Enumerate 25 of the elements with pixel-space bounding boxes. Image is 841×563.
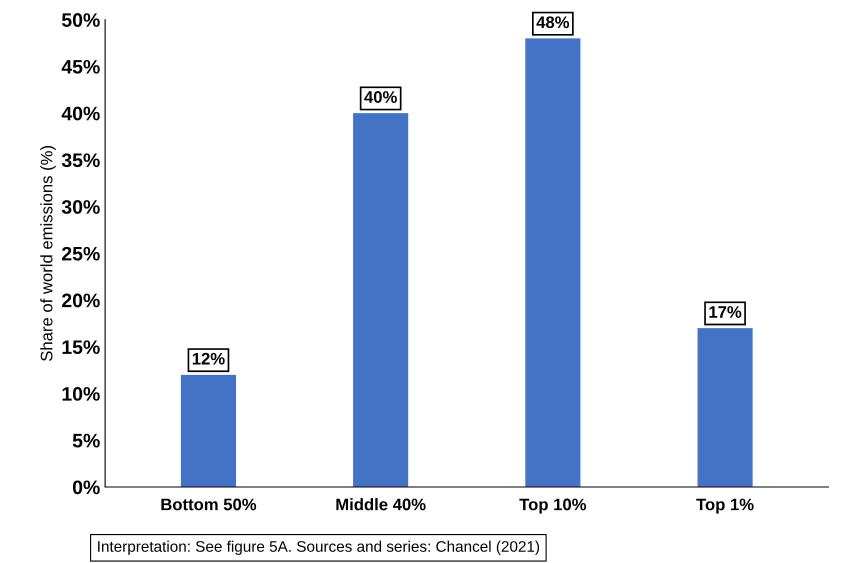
data-label: 17% [709,306,742,318]
y-tick-label: 20% [62,294,100,308]
x-tick-label: Bottom 50% [161,498,256,510]
y-axis-title: Share of world emissions (%) [40,146,56,361]
data-label: 48% [536,16,570,28]
data-label: 12% [192,352,225,365]
bar [180,374,236,487]
data-label: 40% [364,91,397,103]
y-tick-label: 15% [62,340,100,354]
y-tick-label: 25% [62,246,100,261]
y-tick-label: 50% [62,13,100,27]
y-tick-label: 45% [62,60,100,74]
bar [525,38,580,487]
text: Interpretation: See figure 5A. Sources and series: Chancel (2021) [98,540,540,555]
y-tick-label: 5% [72,434,100,448]
x-tick-label: Top 1% [696,498,754,514]
bar [698,328,753,487]
y-tick-label: 40% [62,106,100,120]
y-tick-label: 35% [62,153,100,168]
x-tick-label: Top 10% [519,498,586,514]
y-tick-label: 0% [72,480,100,494]
x-tick-label: Middle 40% [336,498,426,510]
y-tick-label: 10% [62,387,100,401]
y-tick-label: 30% [62,200,100,214]
bar [353,113,408,487]
